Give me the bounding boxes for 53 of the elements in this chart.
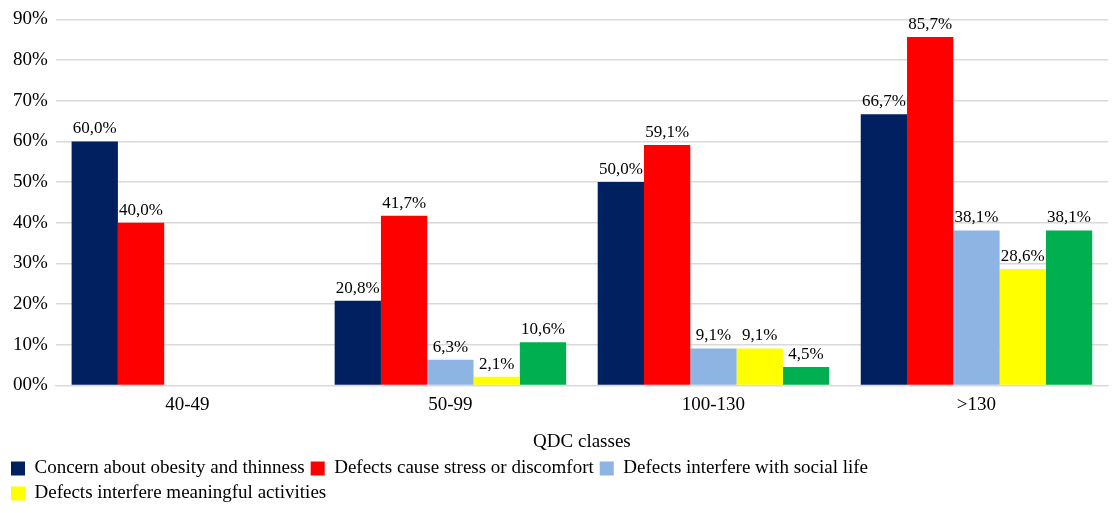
legend-label: Defects interfere with social life — [623, 456, 869, 478]
x-tick-label: 100-130 — [681, 392, 746, 414]
bar — [999, 269, 1046, 385]
bar — [519, 342, 567, 385]
y-tick-label: 50% — [13, 170, 48, 192]
data-label: 50,0% — [598, 159, 643, 179]
data-label: 41,7% — [382, 192, 427, 212]
data-label: 66,7% — [861, 91, 906, 111]
data-label: 6,3% — [432, 336, 469, 356]
legend-label: Defects interfere meaningful activities — [34, 481, 327, 503]
x-tick-label: >130 — [956, 392, 997, 414]
bar — [907, 36, 954, 385]
bar — [117, 222, 165, 385]
x-axis-title: QDC classes — [533, 429, 631, 451]
legend-label: Defects cause stress or discomfort — [334, 456, 595, 478]
bar — [380, 215, 428, 385]
data-label: 28,6% — [1000, 246, 1045, 266]
y-tick-label: 20% — [13, 292, 48, 314]
y-tick-label: 80% — [13, 48, 48, 70]
y-tick-label: 10% — [13, 332, 48, 354]
bar — [860, 114, 908, 385]
y-tick-label: 40% — [13, 210, 48, 232]
bar — [736, 348, 783, 385]
data-label: 40,0% — [119, 199, 164, 219]
y-tick-label: 60% — [13, 129, 48, 151]
bar — [782, 367, 830, 385]
y-tick-label: 70% — [13, 88, 48, 110]
bar — [597, 182, 644, 385]
legend-label: Concern about obesity and thinness — [34, 456, 305, 478]
bar — [71, 141, 118, 385]
bar — [473, 376, 520, 385]
data-label: 20,8% — [335, 277, 380, 297]
bar — [1045, 230, 1093, 385]
data-label: 85,7% — [908, 13, 953, 33]
y-tick-label: 90% — [13, 7, 48, 29]
bar — [334, 300, 381, 385]
bar — [643, 145, 691, 385]
data-label: 38,1% — [1047, 207, 1092, 227]
bar — [953, 230, 1000, 385]
y-tick-label: 30% — [13, 251, 48, 273]
data-label: 2,1% — [478, 353, 515, 373]
data-label: 9,1% — [742, 325, 778, 345]
data-label: 60,0% — [72, 118, 117, 138]
data-label: 38,1% — [954, 207, 999, 227]
data-label: 10,6% — [521, 319, 565, 339]
data-label: 59,1% — [645, 122, 690, 142]
bar — [427, 359, 474, 385]
bar — [690, 348, 737, 385]
data-label: 9,1% — [695, 325, 732, 345]
data-label: 4,5% — [788, 344, 824, 364]
x-tick-label: 40-49 — [165, 392, 210, 414]
y-tick-label: 00% — [13, 373, 48, 395]
x-tick-label: 50-99 — [428, 392, 473, 414]
